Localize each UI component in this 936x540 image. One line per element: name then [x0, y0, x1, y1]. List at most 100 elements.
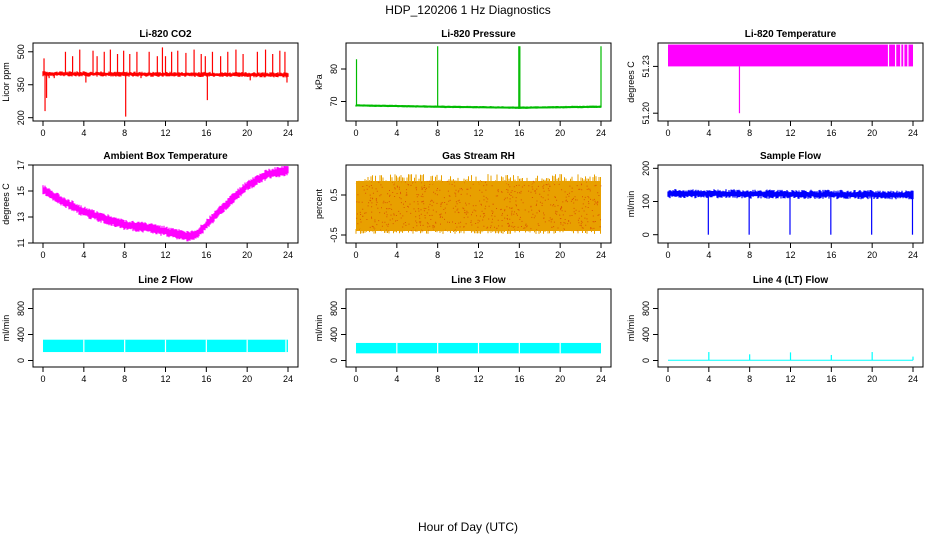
panel-8: Line 3 Flow ml/min 0 4 8 12 16 20 24 0 400 800: [314, 275, 612, 384]
x-tick-label: 20: [867, 250, 877, 260]
x-tick-label: 0: [665, 128, 670, 138]
x-tick-label: 8: [122, 128, 127, 138]
panel-ylabel: ml/min: [626, 315, 636, 342]
panel-title: Li-820 CO2: [139, 29, 192, 40]
x-tick-label: 16: [201, 374, 211, 384]
x-tick-label: 8: [747, 374, 752, 384]
y-tick-label: 400: [641, 327, 651, 342]
data-fringe: [355, 174, 601, 234]
series-3: [668, 44, 913, 114]
x-tick-label: 16: [514, 250, 524, 260]
x-tick-label: 24: [596, 374, 606, 384]
x-tick-label: 12: [160, 250, 170, 260]
series-9: [668, 352, 914, 361]
x-tick-label: 4: [706, 250, 711, 260]
x-tick-label: 4: [81, 250, 86, 260]
x-tick-label: 4: [394, 128, 399, 138]
x-tick-label: 16: [514, 128, 524, 138]
y-tick-label: 350: [16, 77, 26, 92]
y-tick-label: 200: [16, 110, 26, 125]
x-tick-label: 16: [514, 374, 524, 384]
y-tick-label: 13: [16, 212, 26, 222]
x-tick-label: 12: [785, 250, 795, 260]
x-tick-label: 8: [747, 250, 752, 260]
x-tick-label: 24: [908, 250, 918, 260]
y-tick-label: 400: [329, 327, 339, 342]
y-tick-label: 0.5: [329, 189, 339, 202]
x-tick-label: 20: [867, 128, 877, 138]
series-6: [667, 189, 914, 235]
x-tick-label: 24: [283, 374, 293, 384]
x-tick-label: 0: [665, 374, 670, 384]
x-tick-label: 12: [160, 128, 170, 138]
x-tick-label: 20: [242, 250, 252, 260]
x-tick-label: 0: [353, 128, 358, 138]
series-8: [356, 342, 601, 354]
series-4: [42, 166, 289, 242]
y-tick-label: 11: [16, 238, 26, 247]
x-tick-label: 16: [201, 128, 211, 138]
y-tick-label: 800: [641, 301, 651, 316]
x-tick-label: 8: [435, 250, 440, 260]
panel-frame: [32, 288, 299, 368]
panel-7: Line 2 Flow ml/min 0 4 8 12 16 20 24 0 400 800: [1, 275, 299, 384]
panel-ylabel: Licor ppm: [1, 62, 11, 102]
y-tick-label: 0: [329, 358, 339, 363]
x-tick-label: 4: [81, 128, 86, 138]
x-tick-label: 8: [122, 374, 127, 384]
panel-frame: [345, 288, 612, 368]
x-tick-label: 12: [785, 374, 795, 384]
x-tick-label: 12: [160, 374, 170, 384]
panel-ylabel: kPa: [314, 74, 324, 90]
y-tick-label: 70: [329, 96, 339, 106]
y-tick-label: 400: [16, 327, 26, 342]
y-tick-label: 800: [329, 301, 339, 316]
panel-ylabel: ml/min: [1, 315, 11, 342]
x-tick-label: 0: [40, 374, 45, 384]
panel-ylabel: ml/min: [626, 191, 636, 218]
y-tick-label: 800: [16, 301, 26, 316]
data-band: [356, 181, 601, 231]
x-tick-label: 4: [706, 374, 711, 384]
figure-title: HDP_120206 1 Hz Diagnostics: [385, 3, 550, 17]
y-tick-label: 51.20: [641, 102, 651, 125]
panel-title: Line 2 Flow: [138, 275, 193, 286]
x-tick-label: 8: [435, 128, 440, 138]
panel-title: Line 4 (LT) Flow: [753, 275, 829, 286]
x-tick-label: 0: [353, 250, 358, 260]
x-tick-label: 4: [394, 250, 399, 260]
y-tick-label: 0: [16, 358, 26, 363]
y-tick-label: 51.23: [641, 55, 651, 78]
x-tick-label: 12: [473, 250, 483, 260]
x-tick-label: 4: [706, 128, 711, 138]
panel-title: Ambient Box Temperature: [103, 151, 228, 162]
x-tick-label: 20: [555, 250, 565, 260]
x-tick-label: 0: [40, 250, 45, 260]
series-7: [43, 339, 288, 353]
panel-9: Line 4 (LT) Flow ml/min 0 4 8 12 16 20 24 0 400 800: [626, 275, 924, 384]
y-tick-label: -0.5: [329, 227, 339, 243]
x-tick-label: 4: [81, 374, 86, 384]
y-tick-label: 15: [16, 186, 26, 196]
x-tick-label: 16: [826, 128, 836, 138]
x-tick-label: 12: [473, 374, 483, 384]
y-tick-label: 0: [641, 358, 651, 363]
x-tick-label: 20: [867, 374, 877, 384]
x-tick-label: 24: [283, 250, 293, 260]
panel-ylabel: ml/min: [314, 315, 324, 342]
y-tick-label: 80: [329, 64, 339, 74]
panel-6: Sample Flow ml/min 0 4 8 12 16 20 24 0 100 200: [626, 151, 924, 260]
data-band: [668, 44, 913, 67]
x-tick-label: 20: [555, 128, 565, 138]
x-tick-label: 24: [283, 128, 293, 138]
x-tick-label: 0: [665, 250, 670, 260]
panel-ylabel: percent: [314, 188, 324, 219]
x-tick-label: 16: [826, 374, 836, 384]
data-baseline: [355, 104, 602, 109]
x-tick-label: 8: [435, 374, 440, 384]
x-tick-label: 12: [473, 128, 483, 138]
panel-title: Li-820 Pressure: [441, 29, 516, 40]
x-tick-label: 16: [201, 250, 211, 260]
y-tick-label: 0: [641, 232, 651, 237]
